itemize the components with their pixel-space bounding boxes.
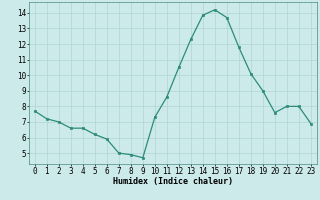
X-axis label: Humidex (Indice chaleur): Humidex (Indice chaleur)	[113, 177, 233, 186]
